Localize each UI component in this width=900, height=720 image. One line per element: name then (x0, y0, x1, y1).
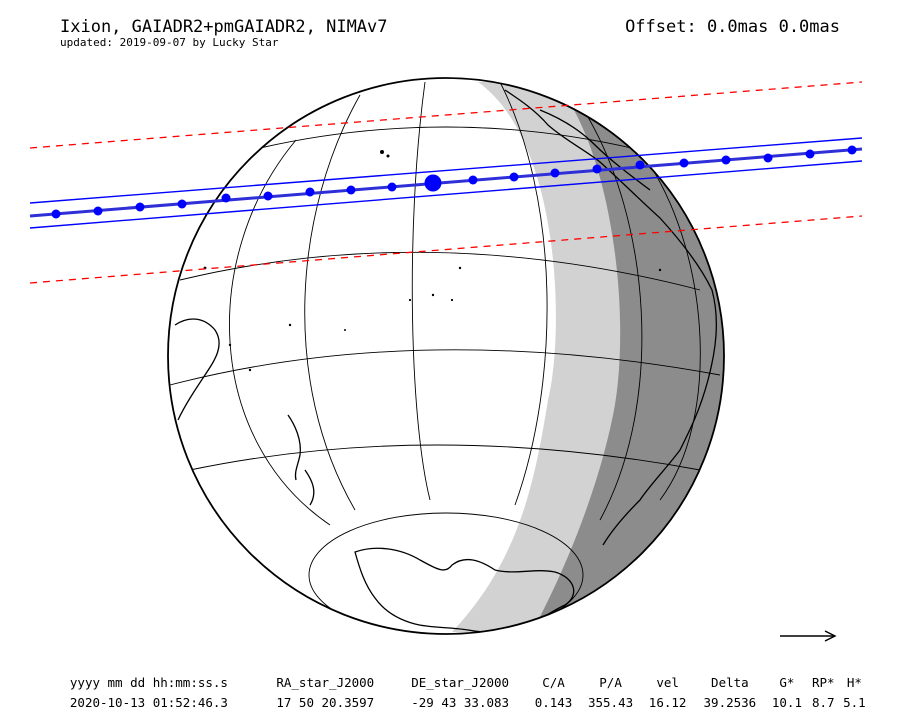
col-vel-header: vel (656, 674, 679, 690)
path-marker (135, 202, 145, 212)
pa-value: 355.43 (587, 694, 634, 710)
shadow-limit-south (29, 160, 863, 229)
path-marker (847, 145, 857, 155)
coastlines (174, 89, 718, 634)
closest-approach-marker (424, 174, 442, 192)
offset-readout: Offset: 0.0mas 0.0mas (625, 17, 840, 37)
path-marker (221, 193, 231, 203)
path-markers (51, 145, 857, 219)
path-marker (305, 187, 315, 197)
path-marker (387, 182, 397, 192)
col-rp-header: RP* (811, 674, 835, 690)
path-marker (805, 149, 815, 159)
ca-value: 0.143 (534, 694, 573, 710)
page-title: Ixion, GAIADR2+pmGAIADR2, NIMAv7 (60, 17, 388, 37)
rp-value: 8.7 (811, 694, 835, 710)
table-row: 2020-10-13 01:52:46.3 17 50 20.3597 -29 … (40, 692, 870, 712)
col-ra-header: RA_star_J2000 (276, 674, 375, 690)
col-h-header: H* (846, 674, 862, 690)
vel-value: 16.12 (648, 694, 687, 710)
path-marker (346, 185, 356, 195)
h-value: 5.1 (843, 694, 866, 710)
islands (203, 150, 662, 372)
path-marker (51, 209, 61, 219)
ra-value: 17 50 20.3597 (276, 694, 375, 710)
path-marker (592, 164, 602, 174)
path-marker (263, 191, 273, 201)
globe-outline (167, 77, 725, 635)
path-marker (550, 168, 560, 178)
event-info-table: yyyy mm dd hh:mm:ss.s RA_star_J2000 DE_s… (40, 672, 870, 712)
uncertainty-limit-south (29, 215, 863, 284)
delta-value: 39.2536 (703, 694, 757, 710)
col-datetime-header: yyyy mm dd hh:mm:ss.s (69, 674, 228, 690)
datetime-value: 2020-10-13 01:52:46.3 (69, 694, 228, 710)
antarctica (354, 547, 575, 634)
col-de-header: DE_star_J2000 (411, 674, 510, 690)
path-marker (763, 153, 773, 163)
shadow-limit-north (29, 137, 863, 204)
col-pa-header: P/A (599, 674, 622, 690)
arrow-right-icon (780, 630, 837, 642)
uncertainty-limit-north (29, 81, 863, 149)
table-header-row: yyyy mm dd hh:mm:ss.s RA_star_J2000 DE_s… (40, 672, 870, 692)
page-subtitle: updated: 2019-09-07 by Lucky Star (60, 36, 279, 49)
path-marker (721, 155, 731, 165)
g-value: 10.1 (771, 694, 802, 710)
path-marker (509, 172, 519, 182)
de-value: -29 43 33.083 (411, 694, 510, 710)
path-marker (635, 160, 645, 170)
col-ca-header: C/A (542, 674, 565, 690)
path-marker (93, 206, 103, 216)
globe (167, 77, 725, 635)
longitude-lines (229, 81, 701, 526)
path-marker (177, 199, 187, 209)
path-marker (468, 175, 478, 185)
col-delta-header: Delta (711, 674, 749, 690)
path-marker (679, 158, 689, 168)
col-g-header: G* (779, 674, 795, 690)
